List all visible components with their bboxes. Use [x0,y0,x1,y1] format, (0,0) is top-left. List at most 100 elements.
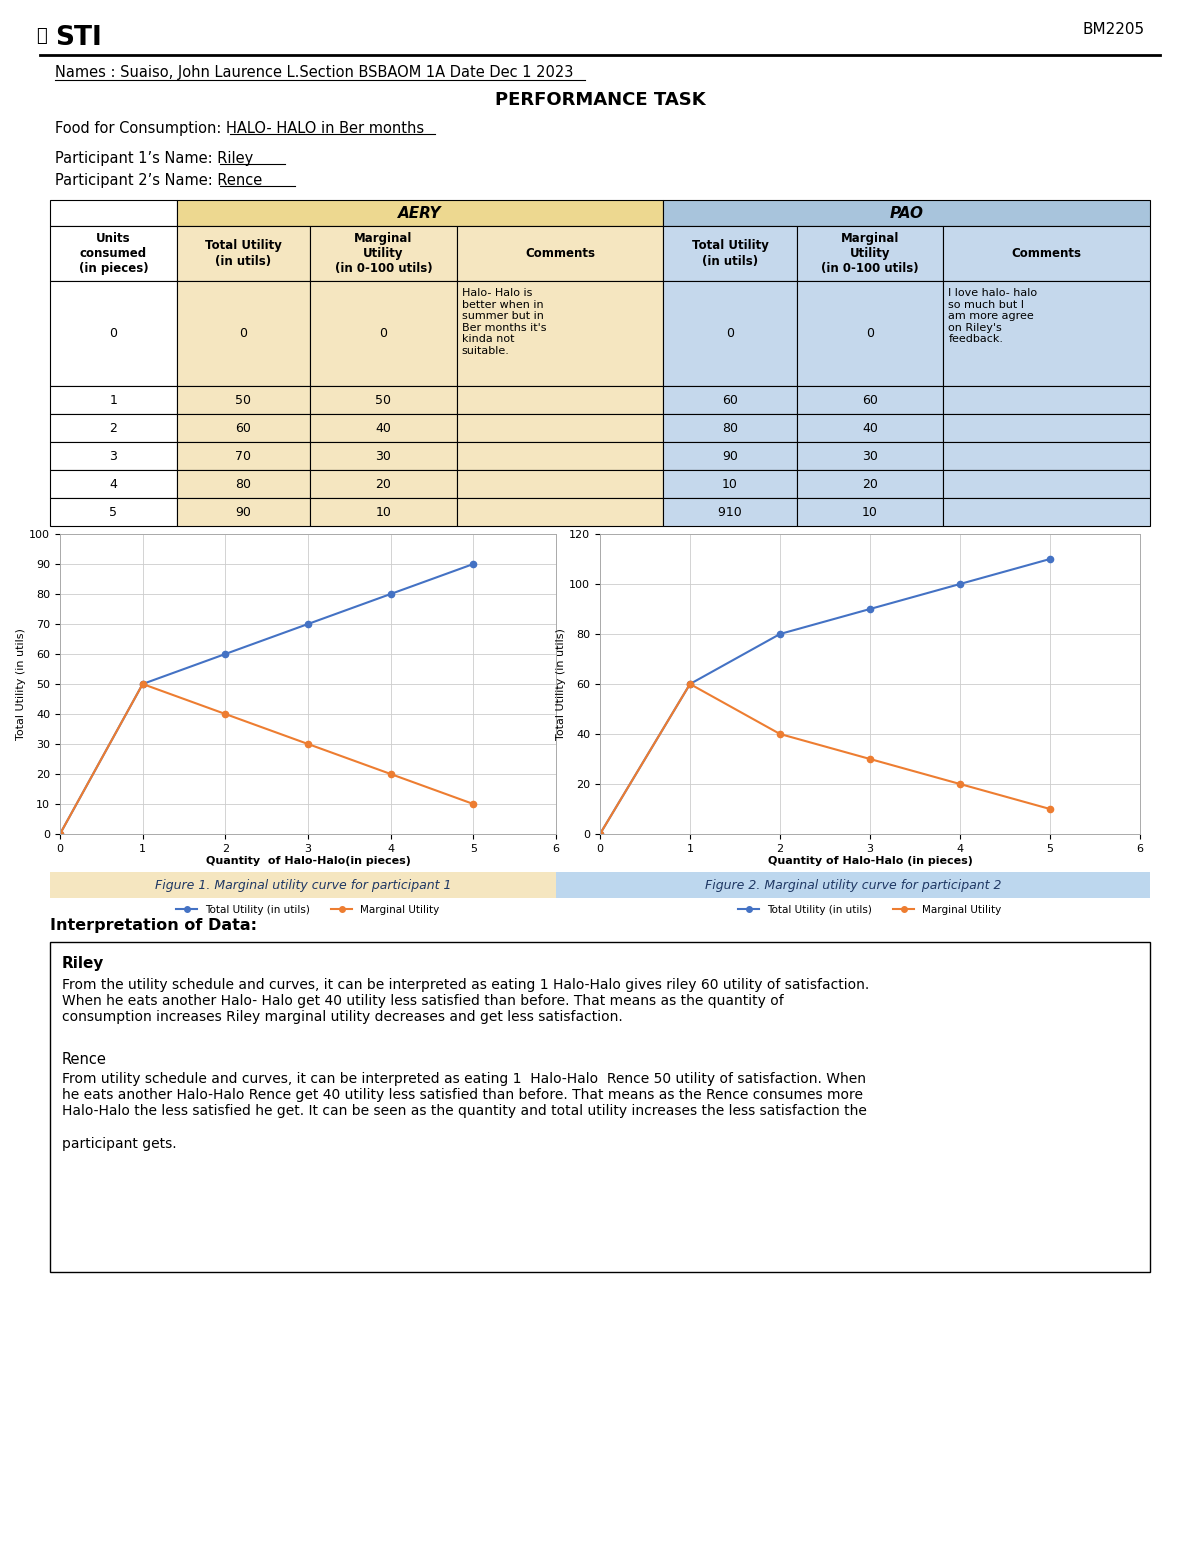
Bar [50,227,176,281]
Text: Rence: Rence [62,1051,107,1067]
Bar [50,471,176,499]
Bar [176,471,310,499]
Text: Interpretation of Data:: Interpretation of Data: [50,918,257,933]
Text: 4: 4 [109,477,118,491]
Text: 0: 0 [379,328,388,340]
Text: Participant 2’s Name: Rence: Participant 2’s Name: Rence [55,172,263,188]
Text: Comments: Comments [1012,247,1081,259]
Text: 20: 20 [862,477,878,491]
Bar [176,415,310,443]
Text: 0: 0 [109,328,118,340]
Bar [664,471,797,499]
Bar [664,443,797,471]
Legend: Total Utility (in utils), Marginal Utility: Total Utility (in utils), Marginal Utili… [172,901,444,919]
Text: STI: STI [55,25,102,51]
Bar [310,387,457,415]
Bar [797,499,943,526]
Bar [457,471,664,499]
Text: Marginal
Utility
(in 0-100 utils): Marginal Utility (in 0-100 utils) [821,231,919,275]
Bar [310,499,457,526]
Bar [664,415,797,443]
Text: 40: 40 [376,421,391,435]
Bar [50,281,176,387]
Text: 5: 5 [109,505,118,519]
Bar [664,387,797,415]
Text: Total Utility
(in utils): Total Utility (in utils) [205,239,282,267]
Bar [664,227,797,281]
Text: 90: 90 [235,505,251,519]
Bar [457,387,664,415]
Text: 80: 80 [722,421,738,435]
Text: 60: 60 [722,393,738,407]
Bar [50,443,176,471]
Bar [664,281,797,387]
Bar [457,227,664,281]
Bar [310,415,457,443]
Y-axis label: Total Utility (in utils): Total Utility (in utils) [557,627,566,739]
Text: 0: 0 [726,328,734,340]
Text: Total Utility
(in utils): Total Utility (in utils) [691,239,768,267]
Bar [797,227,943,281]
Bar [50,387,176,415]
Text: 9​10: 9​10 [718,505,742,519]
Text: 30: 30 [862,449,878,463]
Text: Participant 1’s Name: Riley: Participant 1’s Name: Riley [55,151,253,166]
Text: Figure 1. Marginal utility curve for participant 1: Figure 1. Marginal utility curve for par… [155,879,451,891]
Text: 🏃: 🏃 [36,26,47,45]
Text: 70: 70 [235,449,251,463]
Bar [310,443,457,471]
Text: Figure 2. Marginal utility curve for participant 2: Figure 2. Marginal utility curve for par… [704,879,1001,891]
Bar [797,415,943,443]
Y-axis label: Total Utility (in utils): Total Utility (in utils) [17,627,26,739]
Text: Units
consumed
(in pieces): Units consumed (in pieces) [78,231,148,275]
Text: Names : Suaiso, John Laurence L.Section BSBAOM 1A Date Dec 1 2023: Names : Suaiso, John Laurence L.Section … [55,65,574,81]
Text: 50: 50 [376,393,391,407]
Bar [797,387,943,415]
Text: 10: 10 [722,477,738,491]
Text: 10: 10 [376,505,391,519]
Text: Food for Consumption: HALO- HALO in Ber months: Food for Consumption: HALO- HALO in Ber … [55,121,424,135]
Bar [457,499,664,526]
Text: 80: 80 [235,477,251,491]
Text: 1: 1 [109,393,118,407]
Text: 50: 50 [235,393,251,407]
Text: BM2205: BM2205 [1082,22,1145,37]
Bar [457,415,664,443]
Bar [176,200,664,227]
Text: Marginal
Utility
(in 0-100 utils): Marginal Utility (in 0-100 utils) [335,231,432,275]
Bar [176,443,310,471]
Text: 0: 0 [239,328,247,340]
Bar [176,387,310,415]
Bar [310,227,457,281]
Bar [797,281,943,387]
Bar [457,281,664,387]
Text: 2: 2 [109,421,118,435]
Bar [943,443,1150,471]
Text: 10: 10 [862,505,878,519]
Bar [943,415,1150,443]
Text: 30: 30 [376,449,391,463]
Bar [50,499,176,526]
Text: 60: 60 [235,421,251,435]
Bar [50,200,176,227]
Bar [797,471,943,499]
Bar [664,200,1150,227]
Bar [943,227,1150,281]
Text: PAO: PAO [889,205,924,221]
Bar [50,415,176,443]
Text: PERFORMANCE TASK: PERFORMANCE TASK [494,92,706,109]
Bar [457,443,664,471]
Bar [310,281,457,387]
Bar [50,943,1150,1272]
Text: AERY: AERY [398,205,442,221]
Bar [943,281,1150,387]
Bar [943,387,1150,415]
Bar [943,499,1150,526]
Text: Comments: Comments [526,247,595,259]
Text: 40: 40 [862,421,878,435]
Text: 20: 20 [376,477,391,491]
Text: From the utility schedule and curves, it can be interpreted as eating 1 Halo-Hal: From the utility schedule and curves, it… [62,978,869,1025]
Bar [50,871,556,898]
Bar [664,499,797,526]
Bar [943,471,1150,499]
